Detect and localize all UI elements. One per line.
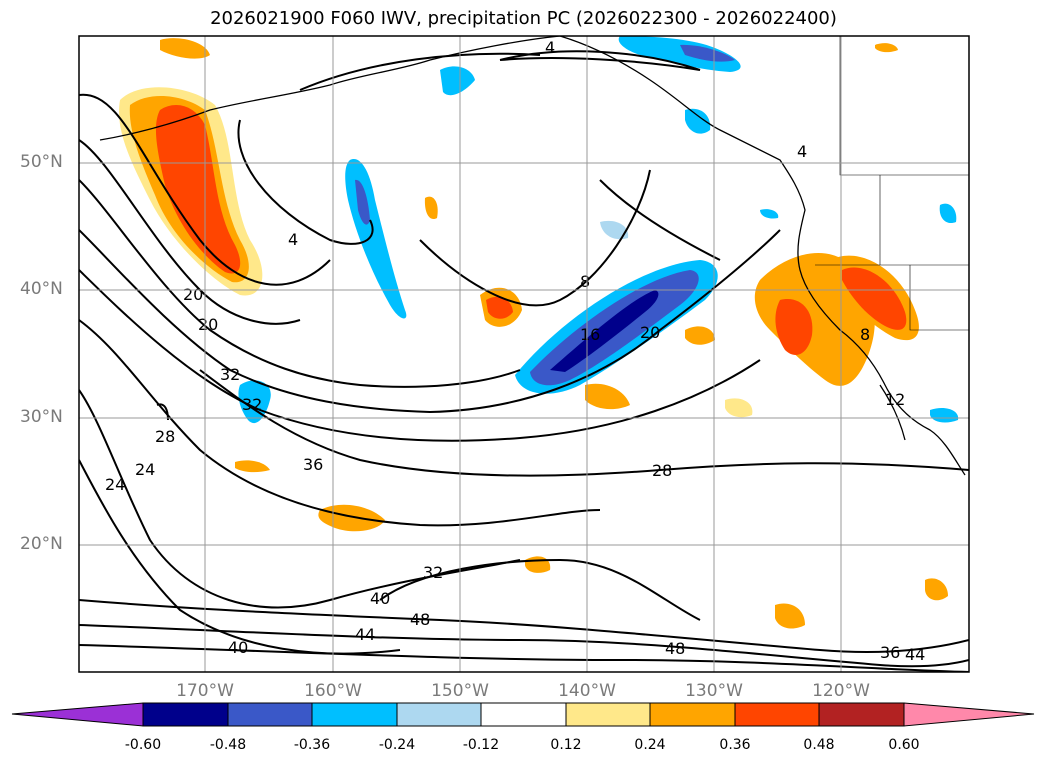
colorbar — [11, 702, 1035, 727]
precip-negative-shading — [238, 36, 959, 424]
colorbar-segment — [142, 702, 229, 727]
contour-label: 24 — [135, 460, 155, 479]
colorbar-tick-label: 0.60 — [888, 737, 920, 753]
colorbar-tick-label: -0.48 — [209, 737, 247, 753]
colorbar-extend-min — [11, 702, 144, 727]
colorbar-tick-label: -0.12 — [462, 737, 500, 753]
colorbar-segment — [649, 702, 736, 727]
colorbar-segment — [311, 702, 398, 727]
colorbar-tick-label: -0.24 — [378, 737, 416, 753]
map-title: 2026021900 F060 IWV, precipitation PC (2… — [210, 8, 837, 29]
contour-label: 36 — [303, 455, 323, 474]
contour-label: 32 — [220, 365, 240, 384]
coastlines — [99, 36, 966, 476]
contour-label: 12 — [885, 390, 905, 409]
borders — [815, 36, 969, 331]
lon-label: 130°W — [685, 681, 743, 701]
precip-positive-shading — [119, 38, 948, 629]
contour-label: 20 — [183, 285, 203, 304]
contour-label: 8 — [580, 272, 590, 291]
contour-label: 20 — [198, 315, 218, 334]
contour-label: 24 — [105, 475, 125, 494]
colorbar-tick-label: 0.12 — [550, 737, 582, 753]
colorbar-tick-label: 0.36 — [719, 737, 751, 753]
contour-label: 40 — [370, 589, 390, 608]
contour-label: 36 — [880, 643, 900, 662]
contour-label: 4 — [797, 142, 807, 161]
colorbar-segment — [227, 702, 313, 727]
contour-label: 48 — [665, 639, 685, 658]
colorbar-segment — [734, 702, 820, 727]
lat-label: 20°N — [20, 534, 63, 554]
contour-label: 28 — [155, 427, 175, 446]
contour-label-group: 4 4 4 8 8 12 16 20 20 20 24 24 28 28 32 … — [105, 38, 925, 664]
contour-label: 32 — [423, 563, 443, 582]
lon-label: 160°W — [304, 681, 362, 701]
colorbar-segment — [480, 702, 567, 727]
contour-label: 4 — [288, 230, 298, 249]
contour-label: 44 — [905, 645, 925, 664]
contour-label: 32 — [242, 395, 262, 414]
lon-label: 140°W — [558, 681, 616, 701]
colorbar-segment — [396, 702, 482, 727]
contour-label: 4 — [545, 38, 555, 57]
colorbar-tick-label: -0.60 — [124, 737, 162, 753]
colorbar-segment — [818, 702, 905, 727]
colorbar-tick-label: -0.36 — [293, 737, 331, 753]
contour-label: 48 — [410, 610, 430, 629]
lat-label: 40°N — [20, 279, 63, 299]
contour-label: 44 — [355, 625, 375, 644]
colorbar-tick-label: 0.24 — [634, 737, 666, 753]
colorbar-segment — [565, 702, 651, 727]
contour-label: 8 — [860, 325, 870, 344]
lat-label: 50°N — [20, 152, 63, 172]
lon-label: 170°W — [176, 681, 234, 701]
contour-label: 16 — [580, 325, 600, 344]
iwv-contours — [79, 50, 969, 672]
lat-label: 30°N — [20, 407, 63, 427]
contour-label: 28 — [652, 461, 672, 480]
lon-label: 120°W — [812, 681, 870, 701]
plot-frame — [78, 35, 970, 673]
contour-label: 20 — [640, 323, 660, 342]
colorbar-tick-label: 0.48 — [803, 737, 835, 753]
graticule — [79, 36, 969, 672]
contour-label: 40 — [228, 638, 248, 657]
lon-label: 150°W — [431, 681, 489, 701]
colorbar-extend-max — [903, 702, 1035, 727]
